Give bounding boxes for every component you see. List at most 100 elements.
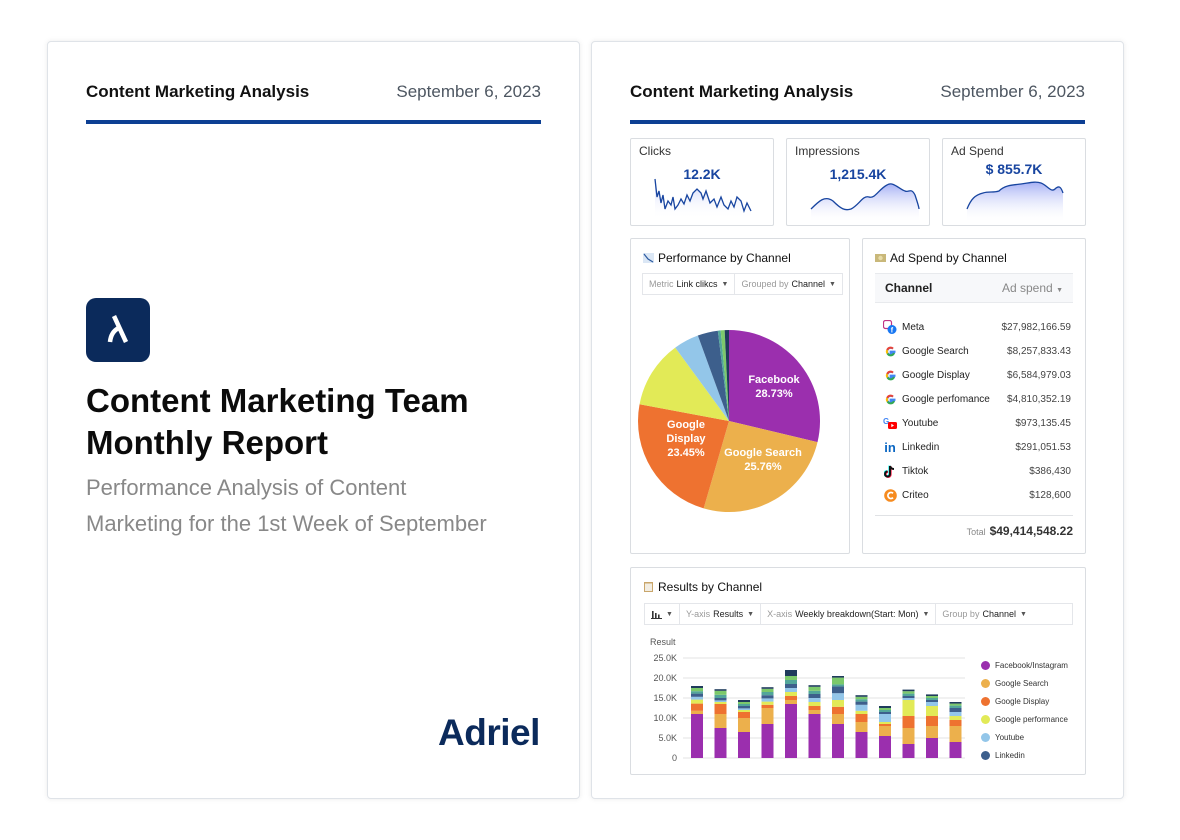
metric-select[interactable]: Metric Link clikcs ▼	[643, 274, 736, 294]
bar-segment[interactable]	[926, 702, 938, 706]
table-row[interactable]: G Youtube $973,135.45	[883, 411, 1071, 435]
bar-segment[interactable]	[949, 703, 962, 706]
column-header-channel[interactable]: Channel	[885, 281, 933, 295]
bar-segment[interactable]	[949, 712, 962, 716]
bar-segment[interactable]	[926, 716, 938, 726]
table-row[interactable]: in Linkedin $291,051.53	[883, 435, 1071, 459]
bar-segment[interactable]	[879, 726, 891, 736]
legend-item[interactable]: Google performance	[981, 710, 1068, 728]
bar-segment[interactable]	[879, 736, 891, 758]
bar-segment[interactable]	[926, 698, 938, 700]
bar-segment[interactable]	[855, 701, 868, 705]
bar-segment[interactable]	[949, 720, 962, 726]
bar-segment[interactable]	[808, 702, 821, 706]
bar-segment[interactable]	[808, 710, 821, 714]
table-row[interactable]: Google Search $8,257,833.43	[883, 339, 1071, 363]
pie-slice[interactable]	[697, 330, 729, 421]
bar-segment[interactable]	[879, 714, 891, 722]
bar-segment[interactable]	[714, 700, 727, 702]
bar-segment[interactable]	[761, 687, 774, 689]
bar-segment[interactable]	[855, 695, 868, 697]
bar-segment[interactable]	[855, 732, 868, 758]
table-row[interactable]: Tiktok $386,430	[883, 459, 1071, 483]
bar-segment[interactable]	[808, 714, 821, 758]
bar-segment[interactable]	[879, 708, 891, 710]
bar-segment[interactable]	[808, 706, 821, 710]
bar-segment[interactable]	[855, 696, 868, 700]
bar-segment[interactable]	[691, 710, 703, 714]
bar-segment[interactable]	[879, 712, 891, 714]
bar-segment[interactable]	[902, 744, 915, 758]
bar-segment[interactable]	[832, 700, 844, 707]
bar-segment[interactable]	[949, 742, 962, 758]
bar-segment[interactable]	[879, 710, 891, 712]
bar-segment[interactable]	[808, 690, 821, 694]
bar-segment[interactable]	[785, 676, 797, 680]
bar-segment[interactable]	[926, 696, 938, 698]
table-row[interactable]: f Meta $27,982,166.59	[883, 315, 1071, 339]
bar-segment[interactable]	[761, 695, 774, 699]
bar-segment[interactable]	[949, 726, 962, 742]
bar-segment[interactable]	[902, 716, 915, 728]
bar-segment[interactable]	[714, 704, 727, 714]
bar-segment[interactable]	[832, 684, 844, 687]
bar-segment[interactable]	[902, 696, 915, 698]
bar-segment[interactable]	[879, 724, 891, 726]
chart-type-select[interactable]: ▼	[645, 604, 680, 624]
pie-slice[interactable]	[720, 330, 729, 421]
column-header-ad-spend[interactable]: Ad spend ▼	[1002, 281, 1063, 295]
bar-segment[interactable]	[738, 712, 750, 718]
y-axis-select[interactable]: Y-axis Results ▼	[680, 604, 762, 624]
pie-slice[interactable]	[638, 404, 729, 509]
bar-segment[interactable]	[808, 698, 821, 702]
bar-segment[interactable]	[808, 685, 821, 687]
bar-segment[interactable]	[761, 698, 774, 702]
bar-segment[interactable]	[714, 702, 727, 704]
group-by-select[interactable]: Group by Channel ▼	[936, 604, 1072, 624]
bar-segment[interactable]	[926, 706, 938, 716]
bar-segment[interactable]	[785, 680, 797, 684]
bar-segment[interactable]	[738, 710, 750, 712]
bar-segment[interactable]	[926, 700, 938, 702]
bar-segment[interactable]	[832, 724, 844, 758]
bar-segment[interactable]	[691, 691, 703, 694]
bar-segment[interactable]	[832, 714, 844, 724]
bar-segment[interactable]	[761, 704, 774, 708]
bar-segment[interactable]	[832, 693, 844, 700]
table-row[interactable]: Criteo $128,600	[883, 483, 1071, 507]
bar-segment[interactable]	[855, 722, 868, 732]
bar-segment[interactable]	[879, 722, 891, 724]
bar-segment[interactable]	[949, 716, 962, 720]
bar-segment[interactable]	[949, 702, 962, 704]
bar-segment[interactable]	[902, 728, 915, 744]
bar-segment[interactable]	[714, 698, 727, 701]
bar-segment[interactable]	[926, 738, 938, 758]
pie-slice[interactable]	[729, 330, 820, 443]
bar-segment[interactable]	[691, 688, 703, 692]
legend-item[interactable]: Facebook/Instagram	[981, 656, 1068, 674]
legend-item[interactable]: Youtube	[981, 728, 1068, 746]
bar-segment[interactable]	[714, 689, 727, 691]
legend-item[interactable]: Linkedin	[981, 746, 1068, 764]
bar-segment[interactable]	[738, 702, 750, 704]
bar-segment[interactable]	[926, 726, 938, 738]
bar-segment[interactable]	[902, 700, 915, 716]
bar-segment[interactable]	[949, 705, 962, 708]
bar-segment[interactable]	[691, 714, 703, 758]
bar-segment[interactable]	[761, 688, 774, 692]
bar-segment[interactable]	[738, 732, 750, 758]
bar-segment[interactable]	[855, 699, 868, 702]
bar-segment[interactable]	[738, 704, 750, 706]
bar-segment[interactable]	[902, 693, 915, 696]
bar-segment[interactable]	[691, 686, 703, 688]
bar-segment[interactable]	[785, 704, 797, 758]
performance-pie-chart[interactable]: Facebook 28.73% Google Search 25.76% Google D…	[631, 315, 851, 535]
bar-segment[interactable]	[691, 699, 703, 704]
bar-segment[interactable]	[761, 701, 774, 705]
bar-segment[interactable]	[761, 708, 774, 724]
bar-segment[interactable]	[714, 694, 727, 698]
results-stacked-bar-chart[interactable]: 0 5.0K 10.0K 15.0K 20.0K 25.0K Result	[631, 634, 971, 774]
bar-segment[interactable]	[949, 708, 962, 712]
bar-segment[interactable]	[714, 714, 727, 728]
bar-segment[interactable]	[808, 686, 821, 691]
